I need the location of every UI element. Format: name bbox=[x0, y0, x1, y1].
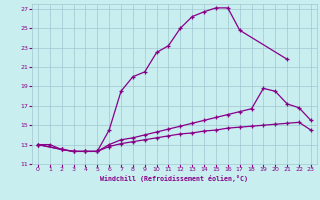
X-axis label: Windchill (Refroidissement éolien,°C): Windchill (Refroidissement éolien,°C) bbox=[100, 175, 248, 182]
